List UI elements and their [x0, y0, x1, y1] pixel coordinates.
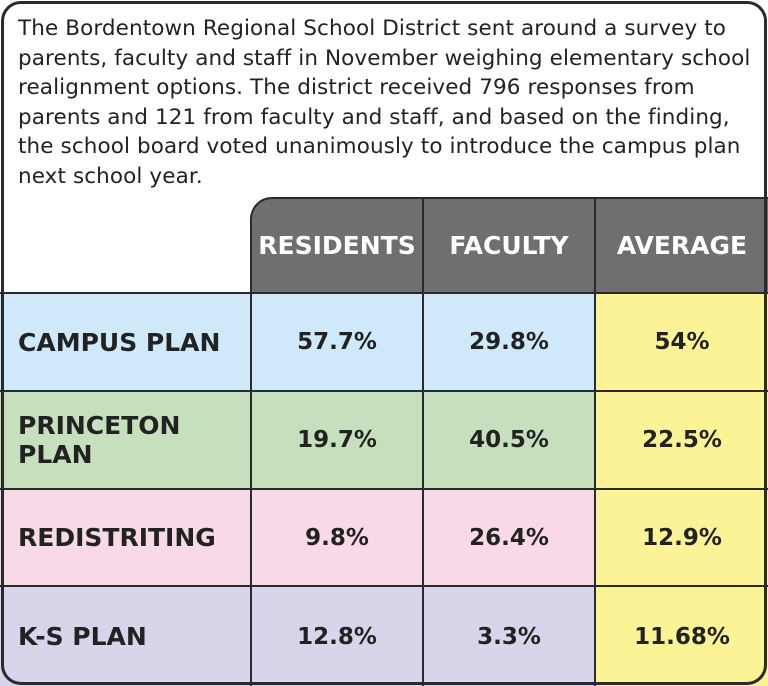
- intro-text: The Bordentown Regional School District …: [18, 16, 751, 189]
- row-label: REDISTRITING: [0, 488, 250, 585]
- table-cell: 11.68%: [594, 585, 768, 686]
- row-label: K-S PLAN: [0, 585, 250, 686]
- table-cell: 54%: [594, 292, 768, 390]
- row-label: CAMPUS PLAN: [0, 292, 250, 390]
- table-cell: 9.8%: [250, 488, 422, 585]
- table-cell: 19.7%: [250, 390, 422, 488]
- table-cell: 26.4%: [422, 488, 594, 585]
- header-average: AVERAGE: [594, 197, 768, 292]
- table-cell: 3.3%: [422, 585, 594, 686]
- table-cell: 22.5%: [594, 390, 768, 488]
- table-cell: 12.8%: [250, 585, 422, 686]
- header-residents: RESIDENTS: [250, 197, 422, 292]
- table-cell: 12.9%: [594, 488, 768, 585]
- row-label: PRINCETON PLAN: [0, 390, 250, 488]
- table-cell: 40.5%: [422, 390, 594, 488]
- table-cell: 29.8%: [422, 292, 594, 390]
- header-faculty: FACULTY: [422, 197, 594, 292]
- table-cell: 57.7%: [250, 292, 422, 390]
